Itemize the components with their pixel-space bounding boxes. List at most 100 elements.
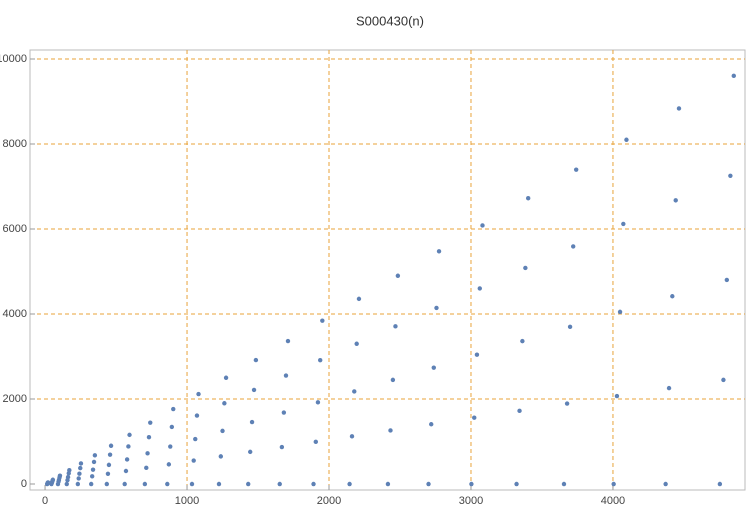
point	[567, 324, 573, 330]
point	[64, 481, 69, 487]
point	[390, 377, 396, 383]
point	[724, 277, 730, 283]
point	[45, 480, 51, 485]
point	[676, 106, 682, 111]
point	[191, 458, 196, 463]
point	[126, 444, 131, 449]
plot-frame	[29, 49, 746, 491]
point	[251, 387, 257, 393]
point	[611, 481, 616, 487]
point	[617, 309, 623, 315]
point	[196, 391, 201, 397]
point	[127, 432, 132, 438]
point	[283, 373, 289, 378]
point	[65, 474, 71, 480]
point	[146, 434, 152, 440]
point	[165, 481, 170, 487]
point	[144, 465, 149, 471]
point	[663, 481, 668, 487]
point	[105, 471, 111, 477]
point	[426, 481, 431, 487]
point	[50, 477, 56, 482]
point	[670, 294, 675, 299]
point	[313, 439, 319, 445]
point	[523, 265, 528, 271]
point	[249, 419, 255, 425]
x-tick-label: 2000	[317, 495, 341, 507]
y-tick-label: 0	[21, 478, 27, 490]
point	[220, 428, 225, 434]
point	[717, 481, 723, 487]
point	[573, 167, 579, 172]
point	[614, 393, 620, 399]
point	[356, 296, 362, 302]
x-tick-label: 3000	[459, 495, 483, 507]
point	[223, 375, 229, 380]
point	[285, 338, 291, 344]
point	[731, 73, 736, 79]
point	[248, 449, 253, 455]
point	[728, 173, 733, 178]
point	[122, 481, 127, 487]
point	[393, 324, 398, 329]
point	[352, 389, 357, 394]
point	[277, 481, 282, 487]
point	[571, 244, 576, 249]
point	[166, 462, 172, 467]
point	[474, 352, 480, 357]
x-tick-label: 1000	[175, 495, 199, 507]
point	[194, 413, 200, 418]
point	[124, 457, 130, 462]
point	[123, 468, 129, 474]
point	[148, 420, 153, 425]
point	[246, 481, 251, 487]
y-tick-label: 8000	[3, 138, 27, 150]
point	[311, 481, 316, 487]
point	[216, 481, 222, 487]
x-tick-label: 4000	[601, 495, 625, 507]
point	[354, 341, 359, 346]
point	[480, 223, 485, 228]
point	[142, 481, 148, 487]
point	[78, 461, 84, 466]
point	[431, 365, 436, 370]
point	[434, 305, 439, 311]
point	[218, 454, 224, 459]
point	[253, 357, 259, 363]
point	[107, 452, 113, 457]
point	[92, 453, 98, 458]
point	[145, 451, 150, 456]
point	[621, 221, 626, 227]
point	[520, 338, 525, 344]
point	[189, 481, 195, 487]
point	[385, 481, 391, 487]
y-tick-label: 6000	[3, 223, 27, 235]
point	[88, 481, 94, 487]
point	[193, 436, 198, 442]
point	[279, 444, 285, 450]
point	[168, 444, 173, 449]
point	[436, 249, 442, 254]
point	[472, 415, 477, 420]
x-tick-label: 0	[42, 495, 48, 507]
point	[624, 137, 629, 142]
point	[395, 273, 401, 278]
y-tick-label: 4000	[3, 308, 27, 320]
point	[429, 422, 434, 427]
point	[666, 385, 672, 391]
point	[721, 377, 726, 383]
point	[171, 406, 176, 412]
point	[477, 286, 482, 291]
point	[514, 481, 519, 487]
point	[318, 357, 323, 363]
point	[89, 474, 95, 479]
point	[517, 408, 522, 414]
point	[281, 410, 287, 415]
point	[561, 481, 567, 487]
chart-title: S000430(n)	[356, 13, 424, 28]
point	[347, 481, 352, 487]
point	[525, 196, 531, 201]
y-tick-label: 10000	[0, 53, 27, 65]
point	[77, 471, 82, 476]
